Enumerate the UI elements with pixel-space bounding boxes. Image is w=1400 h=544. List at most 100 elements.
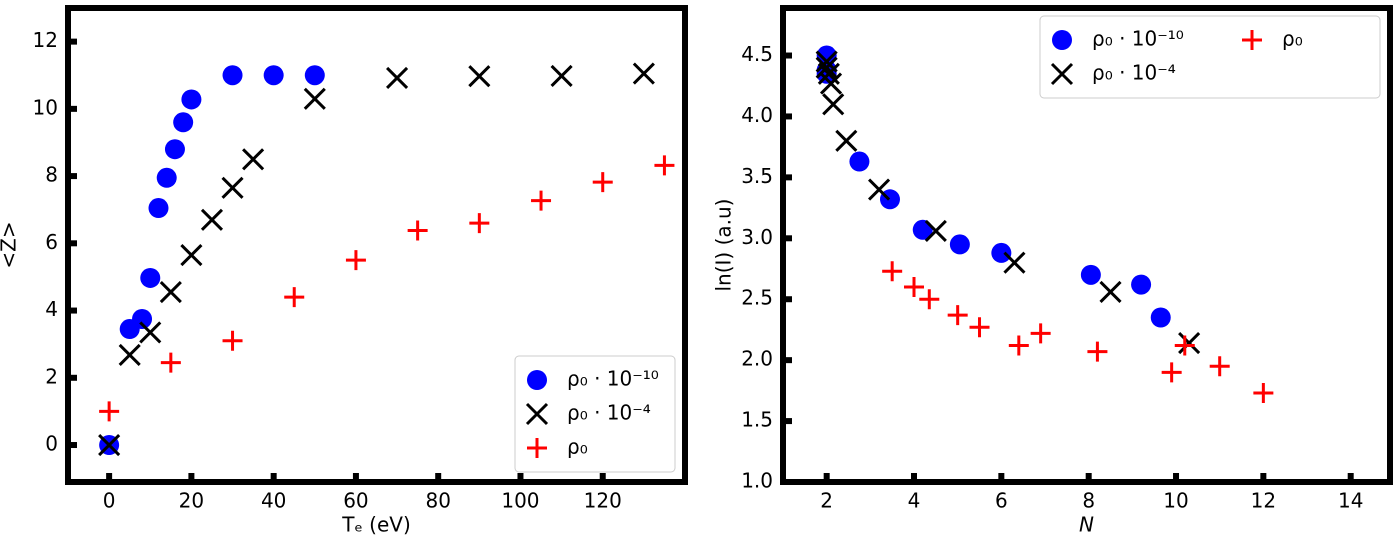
y-tick-label: 4.5 <box>741 42 773 66</box>
marker-plus <box>919 289 940 310</box>
legend-label: ρ₀ · 10⁻⁴ <box>1092 61 1176 85</box>
marker-x <box>924 219 947 243</box>
x-tick-label: 100 <box>501 489 539 513</box>
legend-box <box>1039 15 1381 99</box>
marker-x <box>221 176 244 199</box>
y-tick-label: 4.0 <box>741 103 773 127</box>
marker-x <box>835 129 858 152</box>
marker-x <box>468 65 491 88</box>
marker-plus <box>1087 341 1108 362</box>
y-tick-label: 6 <box>45 230 58 254</box>
marker-x <box>550 64 573 87</box>
marker-circle <box>949 234 970 255</box>
marker-circle <box>164 139 185 160</box>
marker-plus <box>1008 335 1029 356</box>
marker-x <box>180 244 203 267</box>
y-tick-label: 2.5 <box>741 286 773 310</box>
x-axis-label: N <box>1079 513 1094 537</box>
x-tick-label: 120 <box>584 489 622 513</box>
legend-label: ρ₀ · 10⁻⁴ <box>567 401 651 425</box>
marker-x <box>139 321 162 344</box>
x-tick-label: 80 <box>425 489 450 513</box>
marker-x <box>200 208 224 231</box>
x-tick-label: 4 <box>908 489 921 513</box>
marker-x <box>1050 62 1074 86</box>
marker-x <box>386 66 409 89</box>
plot-frame <box>65 5 688 485</box>
x-tick-label: 6 <box>995 489 1008 513</box>
x-tick-label: 40 <box>261 489 286 513</box>
marker-plus <box>160 352 181 373</box>
plot-frame <box>780 5 1393 485</box>
marker-circle <box>527 370 547 390</box>
marker-plus <box>1253 383 1274 404</box>
marker-x <box>98 433 121 457</box>
marker-plus <box>527 438 547 458</box>
y-tick-label: 10 <box>33 95 58 119</box>
marker-circle <box>849 151 870 172</box>
marker-x <box>525 402 549 426</box>
x-tick-label: 20 <box>179 489 204 513</box>
legend-label: ρ₀ · 10⁻¹⁰ <box>1092 27 1184 51</box>
marker-plus <box>531 190 552 211</box>
y-tick-label: 1.5 <box>741 408 773 432</box>
marker-plus <box>1242 30 1262 50</box>
x-tick-label: 12 <box>1251 489 1276 513</box>
y-tick-label: 3.5 <box>741 164 773 188</box>
marker-x <box>868 178 891 201</box>
marker-circle <box>1150 307 1171 328</box>
legend-label: ρ₀ <box>567 435 588 459</box>
y-tick-label: 8 <box>45 163 58 187</box>
x-tick-label: 10 <box>1163 489 1188 513</box>
marker-x <box>632 62 655 85</box>
marker-x <box>303 87 326 110</box>
marker-plus <box>947 305 968 326</box>
y-tick-label: 2.0 <box>741 347 773 371</box>
marker-circle <box>304 65 325 86</box>
marker-circle <box>1131 274 1152 295</box>
marker-plus <box>407 220 428 241</box>
marker-x <box>819 72 843 95</box>
marker-x <box>242 148 265 171</box>
x-tick-label: 0 <box>103 489 116 513</box>
x-axis-label: Tₑ (eV) <box>341 513 411 537</box>
marker-plus <box>969 317 990 338</box>
marker-plus <box>1174 335 1195 356</box>
marker-circle <box>1052 30 1072 50</box>
marker-x <box>1099 280 1122 303</box>
marker-circle <box>263 65 284 86</box>
marker-x <box>1178 332 1201 355</box>
marker-circle <box>816 63 837 84</box>
marker-plus <box>882 261 903 282</box>
marker-plus <box>284 287 305 308</box>
y-tick-label: 2 <box>45 364 58 388</box>
marker-plus <box>1209 356 1230 377</box>
x-tick-label: 2 <box>820 489 833 513</box>
y-tick-label: 12 <box>33 28 58 52</box>
marker-circle <box>181 89 202 110</box>
y-axis-label: ln(I) (a.u) <box>712 199 736 292</box>
marker-plus <box>592 172 613 193</box>
marker-plus <box>1161 362 1182 383</box>
marker-circle <box>991 242 1012 263</box>
marker-x <box>118 343 141 366</box>
marker-plus <box>904 277 925 298</box>
legend-label: ρ₀ <box>1282 27 1303 51</box>
marker-circle <box>156 167 177 188</box>
marker-x <box>159 281 182 304</box>
marker-plus <box>345 250 366 271</box>
marker-plus <box>1030 323 1051 344</box>
marker-plus <box>99 401 120 422</box>
legend-box <box>514 355 676 473</box>
marker-x <box>1003 251 1026 274</box>
marker-circle <box>132 308 153 329</box>
y-tick-label: 0 <box>45 432 58 456</box>
legend-label: ρ₀ · 10⁻¹⁰ <box>567 367 659 391</box>
marker-circle <box>148 198 169 219</box>
marker-circle <box>1080 264 1101 285</box>
marker-x <box>815 56 838 79</box>
marker-plus <box>654 155 675 176</box>
marker-circle <box>222 65 243 86</box>
marker-plus <box>222 330 243 351</box>
